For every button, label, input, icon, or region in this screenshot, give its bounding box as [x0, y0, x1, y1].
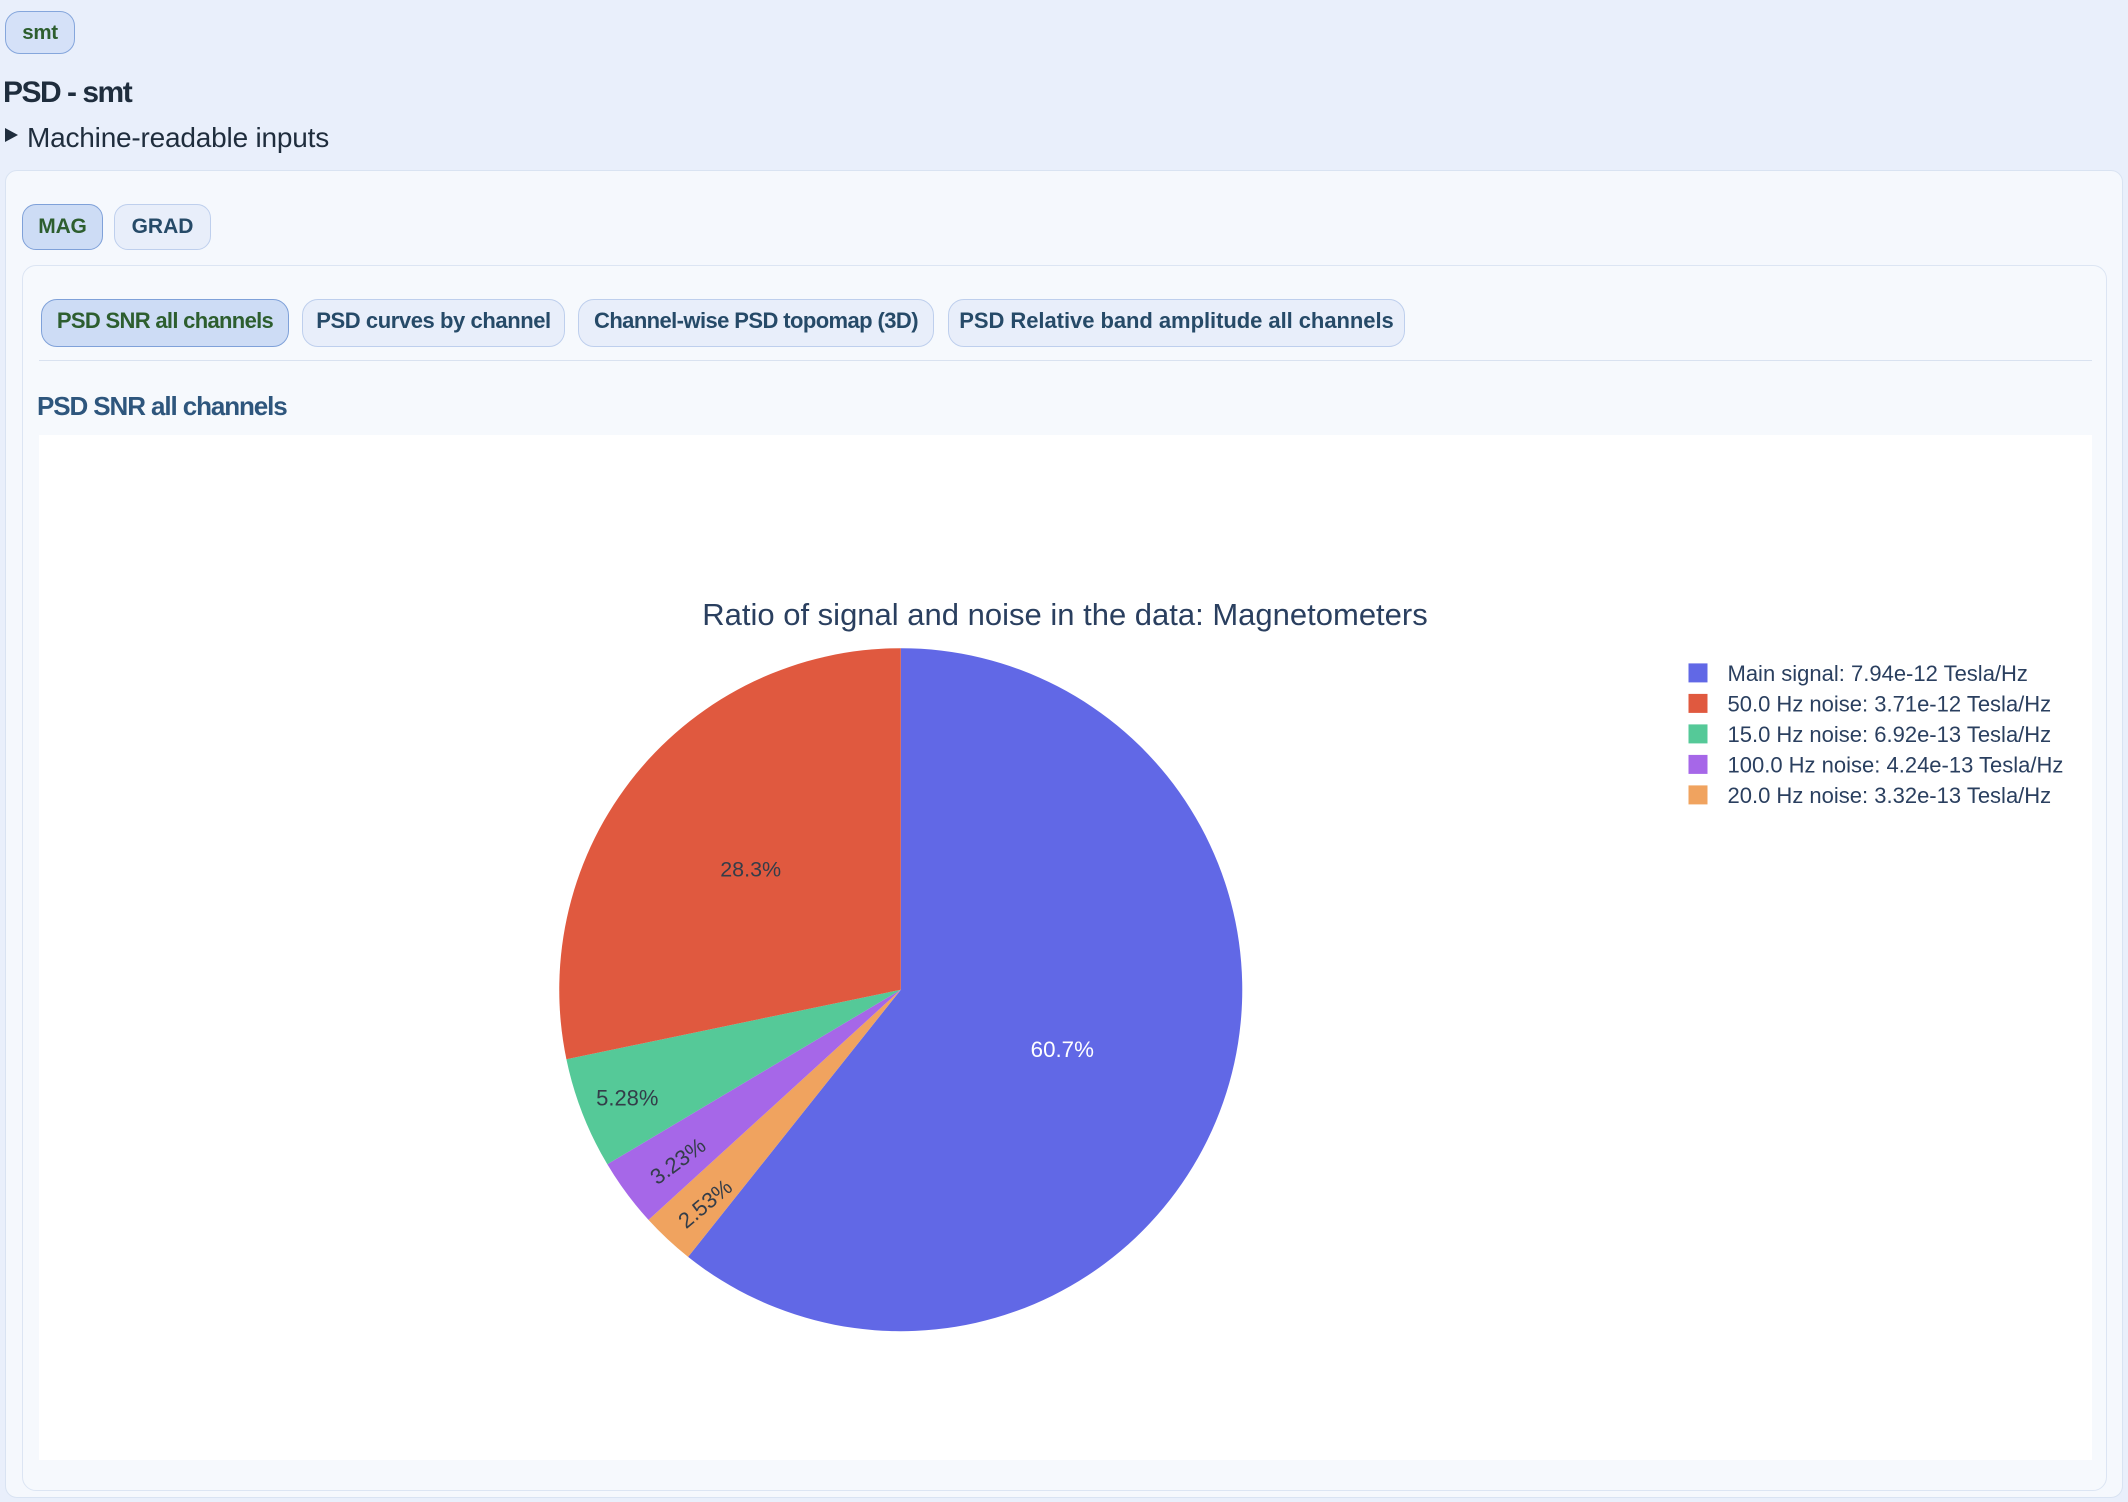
svg-text:15.0 Hz noise: 6.92e-13 Tesla/: 15.0 Hz noise: 6.92e-13 Tesla/Hz — [1728, 722, 2052, 747]
svg-text:50.0 Hz noise: 3.71e-12 Tesla/: 50.0 Hz noise: 3.71e-12 Tesla/Hz — [1728, 692, 2052, 717]
svg-text:28.3%: 28.3% — [720, 858, 781, 882]
svg-text:20.0 Hz noise: 3.32e-13 Tesla/: 20.0 Hz noise: 3.32e-13 Tesla/Hz — [1728, 783, 2052, 808]
svg-text:60.7%: 60.7% — [1031, 1037, 1094, 1062]
svg-text:Ratio of signal and noise in t: Ratio of signal and noise in the data: M… — [702, 597, 1428, 632]
svg-text:Main signal: 7.94e-12 Tesla/Hz: Main signal: 7.94e-12 Tesla/Hz — [1728, 661, 2028, 686]
svg-text:5.28%: 5.28% — [596, 1085, 658, 1110]
svg-text:100.0 Hz noise: 4.24e-13 Tesla: 100.0 Hz noise: 4.24e-13 Tesla/Hz — [1728, 753, 2064, 778]
